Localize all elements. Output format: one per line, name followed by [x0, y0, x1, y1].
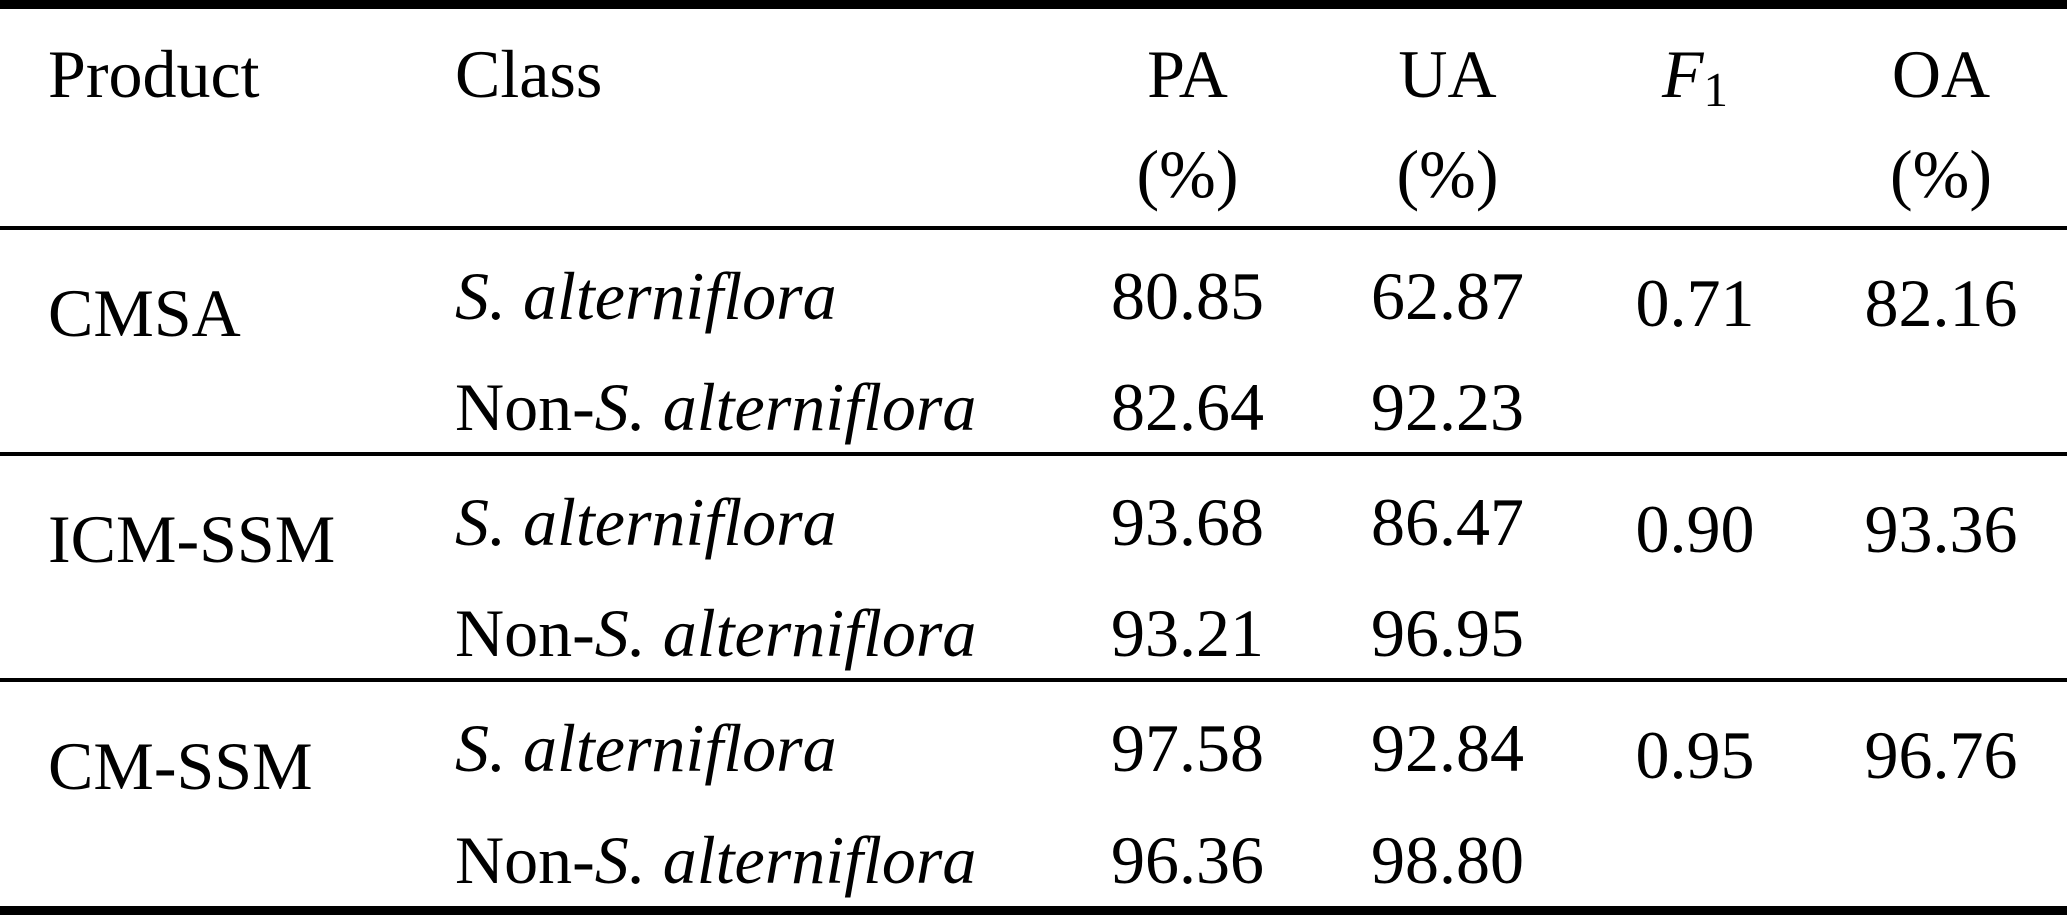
table-row: Non-S. alterniflora 93.21 96.95: [0, 567, 2067, 682]
accuracy-assessment-table: Product Class PA (%) UA (%) F1 OA: [0, 9, 2067, 906]
product-cell-cm-ssm: CM-SSM: [48, 727, 313, 804]
pa-value: 93.68: [1111, 484, 1264, 560]
f1-value: 0.95: [1635, 717, 1755, 793]
ua-value: 96.95: [1320, 567, 1575, 682]
table-row: CMSA S. alterniflora 80.85 62.87 0.71 82…: [0, 228, 2067, 456]
table-row: CM-SSM S. alterniflora 97.58 92.84 0.95 …: [0, 680, 2067, 804]
pa-value: 82.64: [1055, 341, 1320, 456]
column-header-f1: F1: [1575, 9, 1815, 230]
oa-value: 93.36: [1815, 454, 2067, 682]
header-oa-unit: (%): [1890, 136, 1992, 212]
header-f1-subscript: 1: [1703, 61, 1729, 117]
table-row: Non-S. alterniflora 82.64 92.23: [0, 341, 2067, 456]
class-cell: Non-S. alterniflora: [430, 341, 1055, 456]
ua-value: 62.87: [1371, 258, 1524, 334]
pa-value: 97.58: [1111, 710, 1264, 786]
table-row: ICM-SSM S. alterniflora 93.68 86.47 0.90…: [0, 454, 2067, 682]
class-prefix: Non-: [455, 369, 595, 445]
oa-value: 96.76: [1864, 717, 2018, 793]
class-species: S. alterniflora: [455, 258, 837, 334]
class-species: S. alterniflora: [455, 484, 837, 560]
pa-value: 80.85: [1111, 258, 1264, 334]
header-oa-label: OA: [1891, 36, 1991, 112]
table-header: Product Class PA (%) UA (%) F1 OA: [0, 9, 2067, 230]
product-cell-cmsa: CMSA: [0, 228, 430, 456]
header-pa-unit: (%): [1136, 136, 1239, 212]
ua-value: 86.47: [1371, 484, 1524, 560]
column-header-class: Class: [430, 9, 1055, 230]
class-cell: S. alterniflora: [430, 680, 1055, 793]
class-species: S. alterniflora: [594, 595, 977, 671]
header-f1-label: F1: [1575, 23, 1815, 125]
class-species: S. alterniflora: [594, 822, 977, 898]
column-header-ua: UA (%): [1320, 9, 1575, 230]
header-pa-label: PA: [1147, 36, 1228, 112]
header-f1-symbol: F: [1661, 36, 1704, 112]
header-product-label: Product: [48, 36, 260, 112]
column-header-oa: OA (%): [1815, 9, 2067, 230]
class-cell: Non-S. alterniflora: [430, 793, 1055, 906]
pa-value: 96.36: [1111, 822, 1264, 898]
pa-value: 93.21: [1055, 567, 1320, 682]
table-row: Non-S. alterniflora 96.36 98.80: [0, 793, 2067, 906]
ua-value: 92.84: [1371, 710, 1524, 786]
oa-value: 82.16: [1815, 228, 2067, 456]
header-class-label: Class: [455, 36, 603, 112]
header-ua-unit: (%): [1396, 136, 1499, 212]
header-ua-label: UA: [1398, 36, 1497, 112]
f1-value: 0.90: [1575, 454, 1815, 682]
header-row: Product Class PA (%) UA (%) F1 OA: [0, 9, 2067, 230]
class-cell: S. alterniflora: [430, 228, 1055, 341]
class-cell: Non-S. alterniflora: [430, 567, 1055, 682]
product-cell-icm-ssm: ICM-SSM: [0, 454, 430, 682]
class-prefix: Non-: [455, 595, 595, 671]
column-header-product: Product: [0, 9, 430, 230]
class-cell: S. alterniflora: [430, 454, 1055, 567]
ua-value: 92.23: [1320, 341, 1575, 456]
class-species: S. alterniflora: [594, 369, 977, 445]
f1-value: 0.71: [1575, 228, 1815, 456]
table-body: CMSA S. alterniflora 80.85 62.87 0.71 82…: [0, 228, 2067, 906]
ua-value: 98.80: [1371, 822, 1524, 898]
class-prefix: Non-: [455, 822, 595, 898]
class-species: S. alterniflora: [455, 710, 837, 786]
column-header-pa: PA (%): [1055, 9, 1320, 230]
